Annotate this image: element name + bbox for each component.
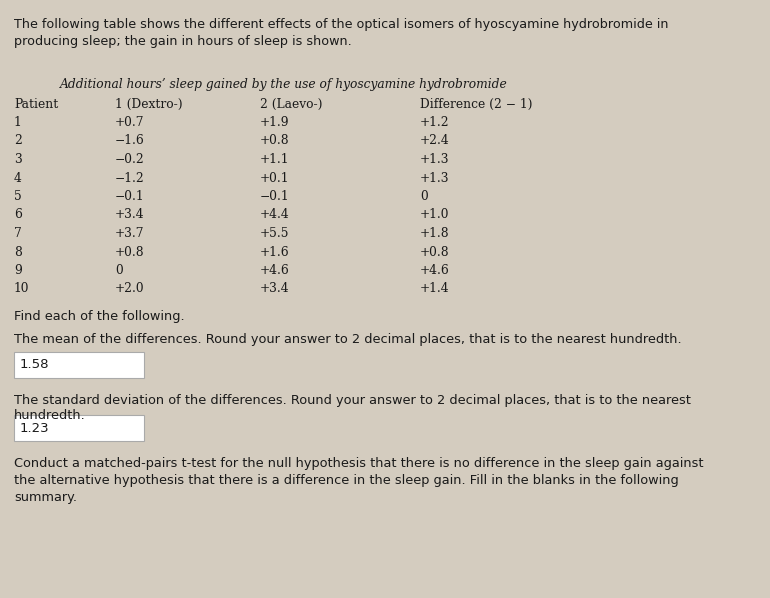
- Text: +4.6: +4.6: [260, 264, 290, 277]
- Text: +2.4: +2.4: [420, 135, 450, 148]
- Text: −1.6: −1.6: [115, 135, 145, 148]
- FancyBboxPatch shape: [14, 352, 144, 378]
- Text: The standard deviation of the differences. Round your answer to 2 decimal places: The standard deviation of the difference…: [14, 394, 691, 407]
- Text: +4.6: +4.6: [420, 264, 450, 277]
- Text: +2.0: +2.0: [115, 282, 145, 295]
- Text: 2: 2: [14, 135, 22, 148]
- Text: +0.1: +0.1: [260, 172, 290, 185]
- Text: The mean of the differences. Round your answer to 2 decimal places, that is to t: The mean of the differences. Round your …: [14, 333, 681, 346]
- Text: 9: 9: [14, 264, 22, 277]
- Text: +1.2: +1.2: [420, 116, 450, 129]
- Text: +4.4: +4.4: [260, 209, 290, 221]
- Text: +1.6: +1.6: [260, 246, 290, 258]
- FancyBboxPatch shape: [14, 415, 144, 441]
- Text: hundredth.: hundredth.: [14, 409, 85, 422]
- Text: +1.3: +1.3: [420, 172, 450, 185]
- Text: −1.2: −1.2: [115, 172, 145, 185]
- Text: 3: 3: [14, 153, 22, 166]
- Text: 5: 5: [14, 190, 22, 203]
- Text: Find each of the following.: Find each of the following.: [14, 310, 185, 323]
- Text: 0: 0: [115, 264, 122, 277]
- Text: −0.1: −0.1: [115, 190, 145, 203]
- Text: +0.8: +0.8: [115, 246, 145, 258]
- Text: Difference (2 − 1): Difference (2 − 1): [420, 98, 533, 111]
- Text: +0.8: +0.8: [260, 135, 290, 148]
- Text: −0.2: −0.2: [115, 153, 145, 166]
- Text: 1 (Dextro-): 1 (Dextro-): [115, 98, 182, 111]
- Text: +0.7: +0.7: [115, 116, 145, 129]
- Text: 0: 0: [420, 190, 428, 203]
- Text: +1.9: +1.9: [260, 116, 290, 129]
- Text: Conduct a matched-pairs t-test for the null hypothesis that there is no differen: Conduct a matched-pairs t-test for the n…: [14, 457, 704, 504]
- Text: 1.23: 1.23: [20, 422, 49, 435]
- Text: 8: 8: [14, 246, 22, 258]
- Text: +1.1: +1.1: [260, 153, 290, 166]
- Text: +3.7: +3.7: [115, 227, 145, 240]
- Text: 4: 4: [14, 172, 22, 185]
- Text: 7: 7: [14, 227, 22, 240]
- Text: +1.8: +1.8: [420, 227, 450, 240]
- Text: +0.8: +0.8: [420, 246, 450, 258]
- Text: +3.4: +3.4: [115, 209, 145, 221]
- Text: +5.5: +5.5: [260, 227, 290, 240]
- Text: 6: 6: [14, 209, 22, 221]
- Text: 10: 10: [14, 282, 29, 295]
- Text: −0.1: −0.1: [260, 190, 290, 203]
- Text: Patient: Patient: [14, 98, 59, 111]
- Text: 1: 1: [14, 116, 22, 129]
- Text: Additional hours’ sleep gained by the use of hyoscyamine hydrobromide: Additional hours’ sleep gained by the us…: [60, 78, 507, 91]
- Text: 2 (Laevo-): 2 (Laevo-): [260, 98, 323, 111]
- Text: 1.58: 1.58: [20, 358, 49, 371]
- Text: +3.4: +3.4: [260, 282, 290, 295]
- Text: +1.0: +1.0: [420, 209, 450, 221]
- Text: The following table shows the different effects of the optical isomers of hyoscy: The following table shows the different …: [14, 18, 668, 48]
- Text: +1.4: +1.4: [420, 282, 450, 295]
- Text: +1.3: +1.3: [420, 153, 450, 166]
